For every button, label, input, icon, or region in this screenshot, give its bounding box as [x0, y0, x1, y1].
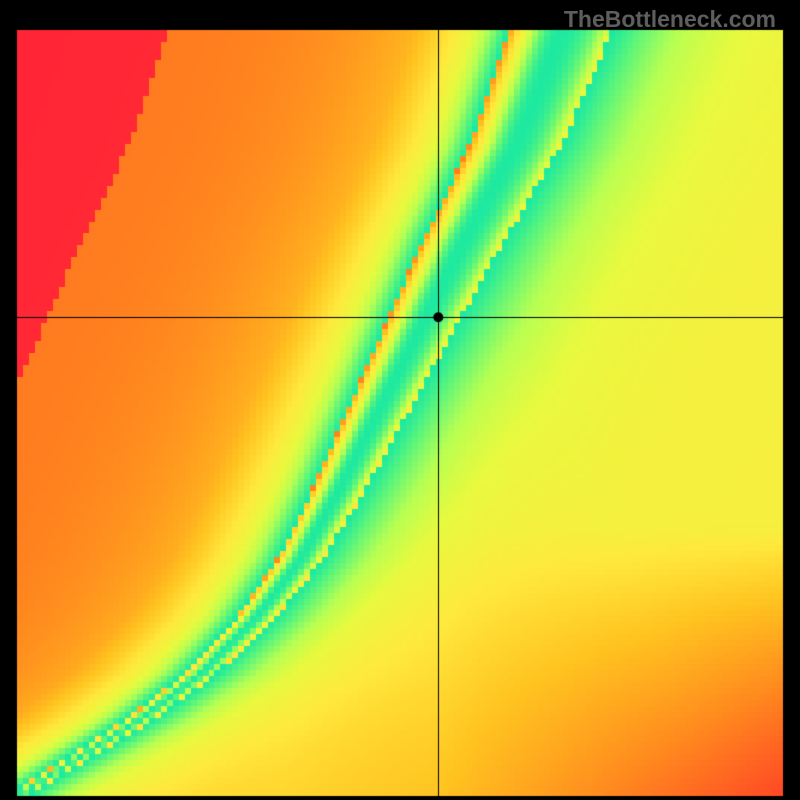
watermark-text: TheBottleneck.com — [564, 6, 776, 33]
chart-container: TheBottleneck.com — [0, 0, 800, 800]
bottleneck-heatmap — [0, 0, 800, 800]
